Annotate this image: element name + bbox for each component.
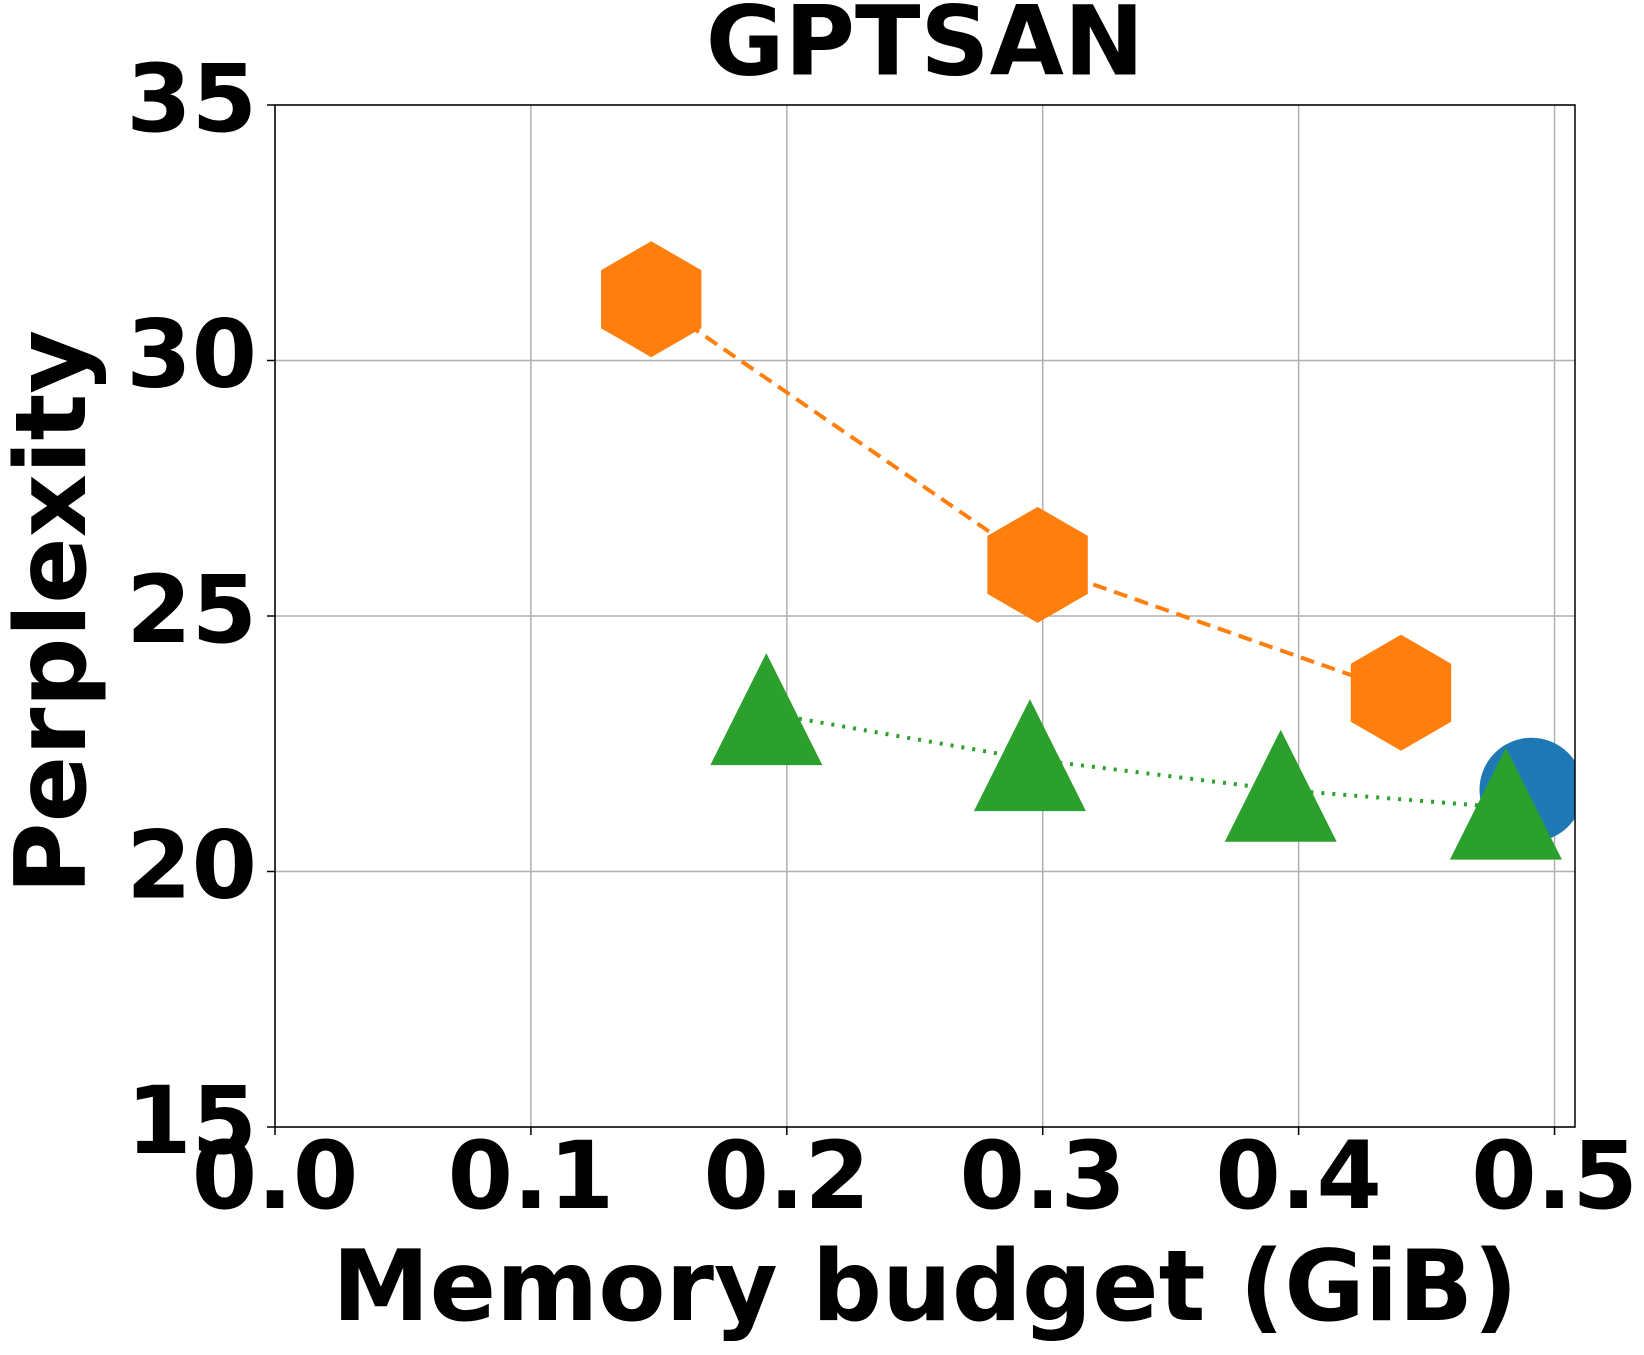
marker-hexagon — [601, 241, 702, 358]
chart-title: GPTSAN — [706, 0, 1144, 97]
marker-hexagon — [987, 506, 1088, 623]
marker-triangle — [1449, 747, 1562, 860]
x-axis-label: Memory budget (GiB) — [332, 1230, 1518, 1344]
grid — [274, 104, 1575, 1128]
x-tick-label: 0.2 — [704, 1122, 871, 1231]
marker-triangle — [973, 699, 1086, 812]
x-tick-label: 0.5 — [1471, 1122, 1638, 1231]
x-tick-label: 0.1 — [448, 1122, 615, 1231]
series-line — [765, 711, 1507, 810]
y-tick-label: 25 — [126, 556, 257, 665]
y-tick-label: 30 — [126, 300, 257, 409]
y-tick-label: 35 — [126, 45, 257, 154]
marker-triangle — [710, 653, 823, 766]
marker-triangle — [1224, 729, 1337, 842]
y-tick-label: 20 — [126, 811, 257, 920]
marker-hexagon — [1350, 634, 1452, 751]
y-tick-label: 15 — [126, 1067, 257, 1176]
x-tick-label: 0.0 — [192, 1122, 359, 1231]
series-line — [650, 297, 1402, 695]
plot-area — [601, 241, 1575, 860]
x-tick-label: 0.3 — [959, 1122, 1126, 1231]
x-tick-label: 0.4 — [1215, 1122, 1382, 1231]
y-axis-label: Perplexity — [0, 330, 109, 894]
